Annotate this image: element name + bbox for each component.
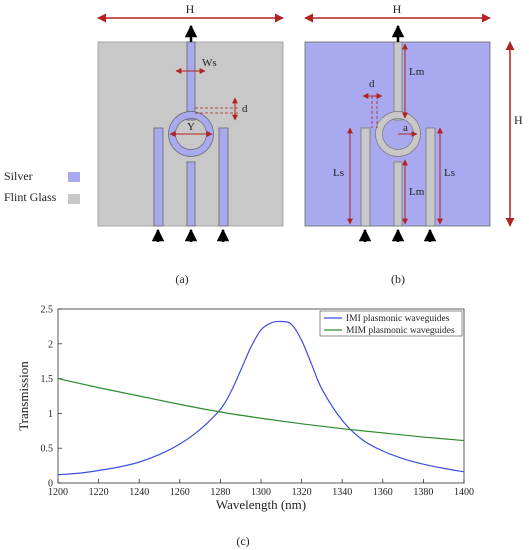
series-lines [57, 320, 465, 476]
panel-a-label: (a) [175, 272, 188, 286]
panel-a-bottom-stub [186, 161, 196, 227]
material-legend: Silver Flint Glass [4, 169, 80, 204]
legend-silver-swatch [68, 172, 80, 182]
y-tick-label: 2.5 [41, 305, 54, 316]
panel-b-label: (b) [391, 272, 405, 286]
y-tick-label: 1 [48, 409, 53, 420]
dim-d-b-label: d [369, 78, 375, 90]
x-tick-label: 1320 [292, 487, 312, 498]
panel-a-left-guide [153, 127, 164, 227]
panel-a-right-guide [218, 127, 229, 227]
dim-h-a-label: H [186, 2, 195, 16]
legend-flint-swatch [68, 194, 80, 204]
panel-a-ring-outer [168, 111, 214, 157]
x-tick-label: 1200 [48, 487, 68, 498]
y-tick-label: 2 [48, 339, 53, 350]
dim-y-label: Y [187, 121, 195, 133]
legend-label-mim: MIM plasmonic waveguides [346, 326, 455, 336]
panel-b-left-guide [360, 127, 371, 227]
panel-b-top-stub [393, 41, 403, 121]
dim-lm-bottom-label: Lm [409, 186, 425, 198]
panel-a: H Ws d Y (a) [97, 2, 284, 286]
series-line-mim [57, 378, 465, 442]
y-tick-label: 1.5 [41, 374, 54, 385]
y-tick-label: 0 [48, 479, 53, 490]
panel-b-right-guide [425, 127, 436, 227]
panel-b: H Lm Lm d a Ls Ls [304, 2, 523, 286]
chart-legend-box [319, 310, 463, 337]
y-tick-label: 0.5 [41, 444, 54, 455]
panel-a-top-stub [186, 41, 196, 121]
x-tick-label: 1300 [251, 487, 271, 498]
dim-ws-label: Ws [202, 57, 217, 69]
panel-c-chart: 1200 1220 1240 1260 1280 1300 1320 1340 1360 1380… [16, 305, 474, 549]
dim-a-label: a [403, 122, 408, 134]
x-axis-title: Wavelength (nm) [216, 497, 306, 512]
x-tick-label: 1380 [413, 487, 433, 498]
dim-h-vertical-label: H [514, 113, 523, 127]
x-tick-label: 1360 [373, 487, 393, 498]
legend-flint-label: Flint Glass [4, 190, 57, 204]
x-tick-label: 1280 [210, 487, 230, 498]
dim-h-b-label: H [393, 2, 402, 16]
x-tick-label: 1260 [170, 487, 190, 498]
chart-legend: IMI plasmonic waveguides MIM plasmonic w… [319, 310, 463, 337]
dim-lm-top-label: Lm [409, 66, 425, 78]
dim-ls-right-label: Ls [444, 167, 455, 179]
panel-b-ring-outer [375, 111, 421, 157]
panel-b-bottom-stub [393, 161, 403, 227]
legend-silver-label: Silver [4, 169, 33, 183]
x-tick-label: 1400 [454, 487, 474, 498]
x-ticks: 1200 1220 1240 1260 1280 1300 1320 1340 1360 1380… [48, 479, 474, 498]
series-line-imi [57, 320, 465, 476]
legend-label-imi: IMI plasmonic waveguides [346, 314, 450, 324]
x-tick-label: 1240 [129, 487, 149, 498]
y-axis-title: Transmission [16, 361, 31, 431]
dim-d-a-label: d [242, 103, 248, 115]
panel-c-label: (c) [236, 534, 249, 548]
dim-ls-left-label: Ls [333, 167, 344, 179]
x-tick-label: 1340 [332, 487, 352, 498]
x-tick-label: 1220 [89, 487, 109, 498]
